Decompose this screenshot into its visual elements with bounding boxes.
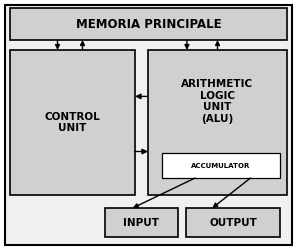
Bar [148,50,287,195]
Text: OUTPUT: OUTPUT [209,218,257,228]
Text: INPUT: INPUT [124,218,159,228]
Text: MEMORIA PRINCIPALE: MEMORIA PRINCIPALE [76,18,221,30]
Bar [186,208,280,237]
Bar [105,208,178,237]
Bar [10,50,135,195]
Text: ACCUMULATOR: ACCUMULATOR [191,162,251,168]
Text: CONTROL
UNIT: CONTROL UNIT [45,112,100,133]
Bar [162,153,280,178]
Bar [10,8,287,40]
Text: ARITHMETIC
LOGIC
UNIT
(ALU): ARITHMETIC LOGIC UNIT (ALU) [181,79,254,124]
